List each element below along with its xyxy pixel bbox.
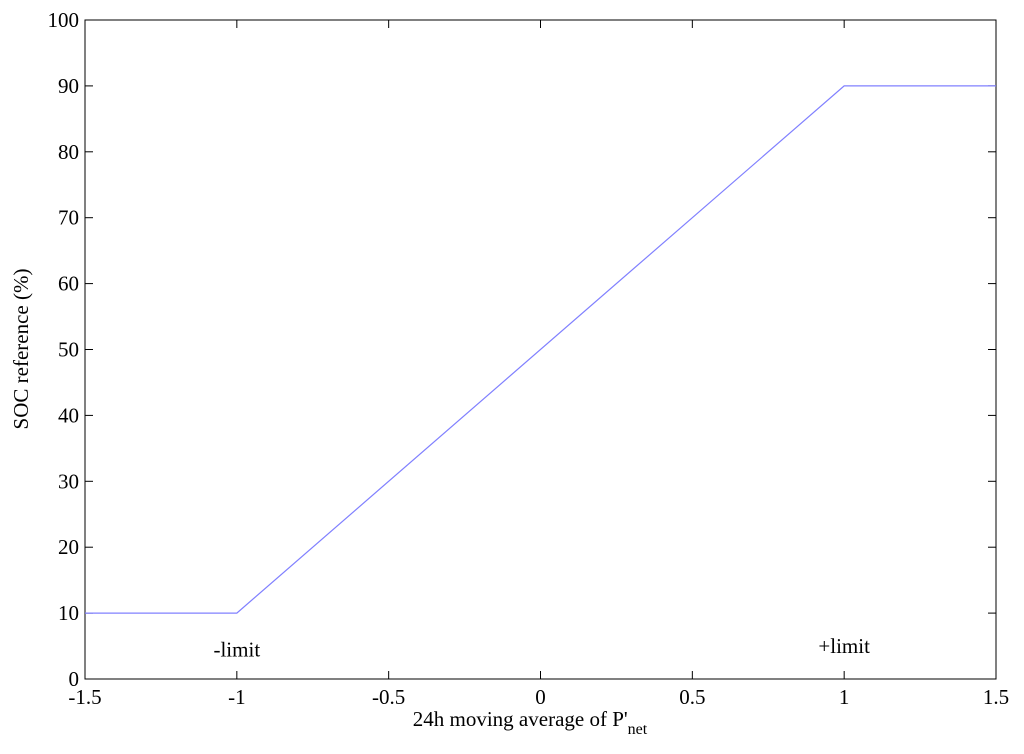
axis-tick-labels: -1.5 -1 -0.5 0 0.5 1 1.5 0 10 20 30 40 50 60 70 80 90 100: [48, 8, 1010, 709]
y-axis-label: SOC reference (%): [9, 269, 33, 430]
x-tick-label: 0: [535, 685, 546, 709]
annotation-label: +limit: [818, 634, 870, 658]
y-tick-label: 80: [58, 140, 79, 164]
x-tick-label: -1.5: [68, 685, 101, 709]
y-tick-label: 20: [58, 535, 79, 559]
x-tick-label: -1: [228, 685, 246, 709]
y-tick-label: 0: [69, 667, 80, 691]
y-tick-label: 30: [58, 469, 79, 493]
y-tick-label: 90: [58, 74, 79, 98]
x-axis-label: 24h moving average of P'net: [413, 707, 648, 738]
y-tick-label: 50: [58, 338, 79, 362]
y-tick-label: 100: [48, 8, 80, 32]
series-line: [85, 85, 996, 614]
x-tick-label: 1.5: [983, 685, 1009, 709]
annotation-layer: -limit +limit: [213, 634, 870, 661]
series-layer: [85, 85, 996, 614]
x-axis-label-main: 24h moving average of P': [413, 707, 628, 731]
y-tick-label: 40: [58, 403, 79, 427]
x-axis-label-subscript: net: [628, 721, 648, 738]
y-tick-label: 60: [58, 272, 79, 296]
x-tick-label: -0.5: [372, 685, 405, 709]
y-tick-label: 70: [58, 206, 79, 230]
y-tick-label: 10: [58, 601, 79, 625]
x-tick-label: 1: [839, 685, 850, 709]
x-tick-label: 0.5: [679, 685, 705, 709]
annotation-label: -limit: [213, 637, 260, 661]
